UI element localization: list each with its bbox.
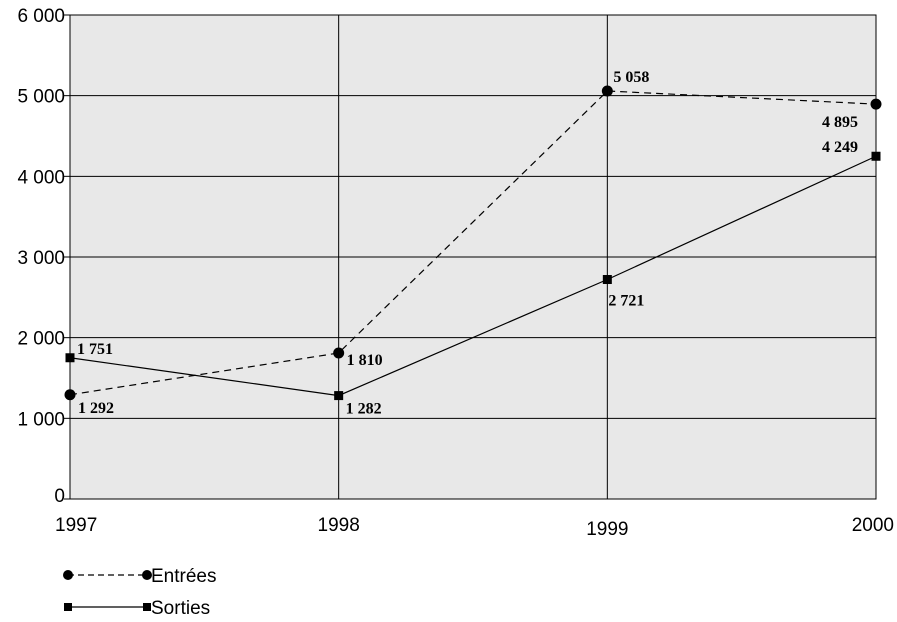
- data-markers: [64, 85, 882, 401]
- data-label: 2 721: [608, 293, 644, 310]
- data-point-marker: [334, 391, 344, 401]
- legend-marker: [64, 603, 72, 611]
- data-labels: 1 292 1 810 5 058 4 895 1 751 1 282 2 721 4 249: [77, 69, 858, 418]
- data-point-marker: [602, 275, 612, 285]
- data-point-marker: [333, 347, 345, 359]
- data-point-marker: [870, 98, 882, 110]
- plot-frame: [69, 14, 877, 500]
- y-tick-label: 2 000: [17, 329, 65, 350]
- axis-tick-labels: 0 1 000 2 000 3 000 4 000 5 000 6 000 1997 1998 1…: [17, 6, 894, 540]
- data-point-marker: [601, 85, 613, 97]
- y-tick-label: 0: [54, 486, 65, 507]
- x-tick-label: 1998: [318, 515, 360, 536]
- data-label: 4 249: [822, 139, 858, 156]
- data-label: 4 895: [822, 114, 858, 131]
- data-label: 5 058: [613, 69, 649, 86]
- data-label: 1 292: [78, 400, 114, 417]
- x-tick-label: 1999: [586, 519, 628, 540]
- data-point-marker: [64, 389, 76, 401]
- y-tick-label: 6 000: [17, 6, 65, 27]
- data-point-marker: [65, 353, 75, 363]
- y-tick-label: 4 000: [17, 167, 65, 188]
- x-tick-label: 2000: [852, 515, 894, 536]
- legend-marker: [143, 603, 151, 611]
- legend-marker: [142, 570, 152, 580]
- data-label: 1 751: [77, 341, 113, 358]
- data-label: 1 282: [346, 401, 382, 418]
- legend-label: Entrées: [151, 566, 216, 587]
- gridlines: [64, 14, 877, 500]
- legend-marker: [63, 570, 73, 580]
- data-label: 1 810: [347, 352, 383, 369]
- y-tick-label: 5 000: [17, 87, 65, 108]
- legend-label: Sorties: [151, 598, 210, 617]
- x-tick-label: 1997: [55, 515, 97, 536]
- legend: Entrées Sorties: [63, 566, 216, 619]
- series-line-sorties: [69, 155, 877, 397]
- data-point-marker: [871, 151, 881, 161]
- y-tick-label: 3 000: [17, 248, 65, 269]
- series-line-entrees: [69, 90, 877, 396]
- series-lines: [69, 90, 877, 397]
- y-tick-label: 1 000: [17, 409, 65, 430]
